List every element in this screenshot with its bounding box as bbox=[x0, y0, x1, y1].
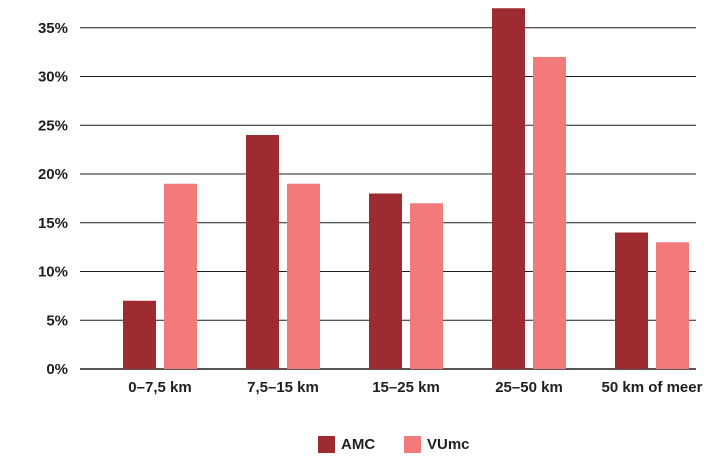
bar-vumc-2 bbox=[410, 203, 443, 369]
bar-vumc-1 bbox=[287, 183, 320, 369]
legend-swatch-vumc bbox=[404, 436, 421, 453]
x-tick-label: 0–7,5 km bbox=[128, 379, 191, 396]
y-tick-label: 25% bbox=[38, 117, 68, 134]
y-tick-label: 10% bbox=[38, 264, 68, 281]
x-tick-label: 25–50 km bbox=[495, 379, 563, 396]
bar-vumc-3 bbox=[533, 57, 566, 369]
x-tick-label: 7,5–15 km bbox=[247, 379, 319, 396]
axes: 0% 5% 10% 15% 20% 25% 30% 35% 0–7,5 km 7,5–15 km 1… bbox=[38, 20, 703, 396]
y-tick-label: 0% bbox=[46, 361, 68, 378]
bar-amc-3 bbox=[492, 8, 525, 369]
bar-amc-4 bbox=[615, 232, 648, 369]
y-tick-label: 5% bbox=[46, 312, 68, 329]
bar-amc-2 bbox=[369, 193, 402, 369]
legend-swatch-amc bbox=[318, 436, 335, 453]
y-tick-label: 30% bbox=[38, 69, 68, 86]
y-tick-label: 35% bbox=[38, 20, 68, 37]
legend-label-vumc: VUmc bbox=[427, 436, 470, 453]
bar-amc-0 bbox=[123, 300, 156, 369]
legend: AMC VUmc bbox=[318, 436, 470, 453]
bar-amc-1 bbox=[246, 135, 279, 369]
y-tick-label: 20% bbox=[38, 166, 68, 183]
y-tick-label: 15% bbox=[38, 215, 68, 232]
bar-vumc-0 bbox=[164, 183, 197, 369]
x-tick-label: 50 km of meer bbox=[602, 379, 703, 396]
x-tick-label: 15–25 km bbox=[372, 379, 440, 396]
bars bbox=[123, 8, 689, 369]
legend-label-amc: AMC bbox=[341, 436, 375, 453]
bar-vumc-4 bbox=[656, 242, 689, 369]
